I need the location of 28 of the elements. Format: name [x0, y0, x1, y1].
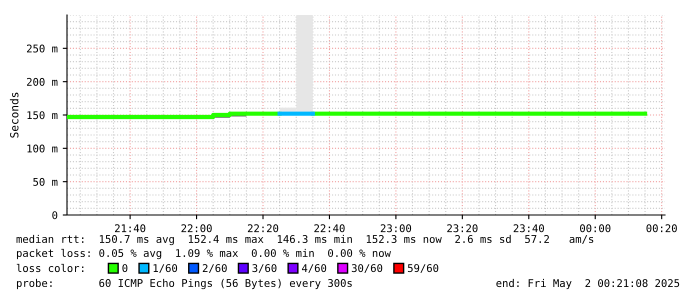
x-tick-label: 22:00: [181, 224, 212, 232]
legend-label: 3/60: [252, 264, 276, 273]
legend-label: 1/60: [154, 264, 178, 273]
legend-label: 30/60: [352, 264, 382, 273]
legend-label: 2/60: [202, 264, 227, 273]
legend-label: 59/60: [408, 264, 438, 273]
y-axis-title: Seconds: [10, 92, 18, 138]
y-tick-label: 150 m: [27, 111, 58, 120]
x-tick-label: 23:20: [447, 224, 478, 232]
text: probe: 60 ICMP Echo Pings (56 Bytes) every 300s: [16, 278, 352, 290]
y-tick-label: 100 m: [27, 144, 58, 153]
x-tick-label: 23:40: [514, 224, 544, 232]
x-tick-label: 21:40: [115, 224, 146, 232]
y-tick-label: 0: [52, 211, 58, 220]
y-tick-label: 250 m: [26, 44, 58, 53]
x-tick-label: 22:20: [248, 224, 278, 232]
text: packet loss: 0.05 % avg 1.09 % max 0.00 % min 0.00 % now: [16, 248, 391, 260]
legend-label: 4/60: [302, 264, 326, 273]
text: end: Fri May 2 00:21:08 2025: [496, 278, 680, 290]
x-tick-label: 00:20: [646, 224, 677, 232]
legend-title: loss color:: [16, 264, 84, 272]
y-tick-label: 50 m: [33, 178, 58, 186]
legend-label: 0: [122, 264, 128, 272]
text: median rtt: 150.7 ms avg 152.4 ms max 146.3 ms min 152.3 ms now 2.6 ms sd 57.2 am/s: [16, 234, 594, 246]
x-tick-label: 00:00: [580, 224, 610, 232]
x-tick-label: 23:00: [380, 224, 412, 232]
x-tick-label: 22:40: [314, 224, 345, 232]
y-tick-label: 200 m: [26, 78, 58, 86]
